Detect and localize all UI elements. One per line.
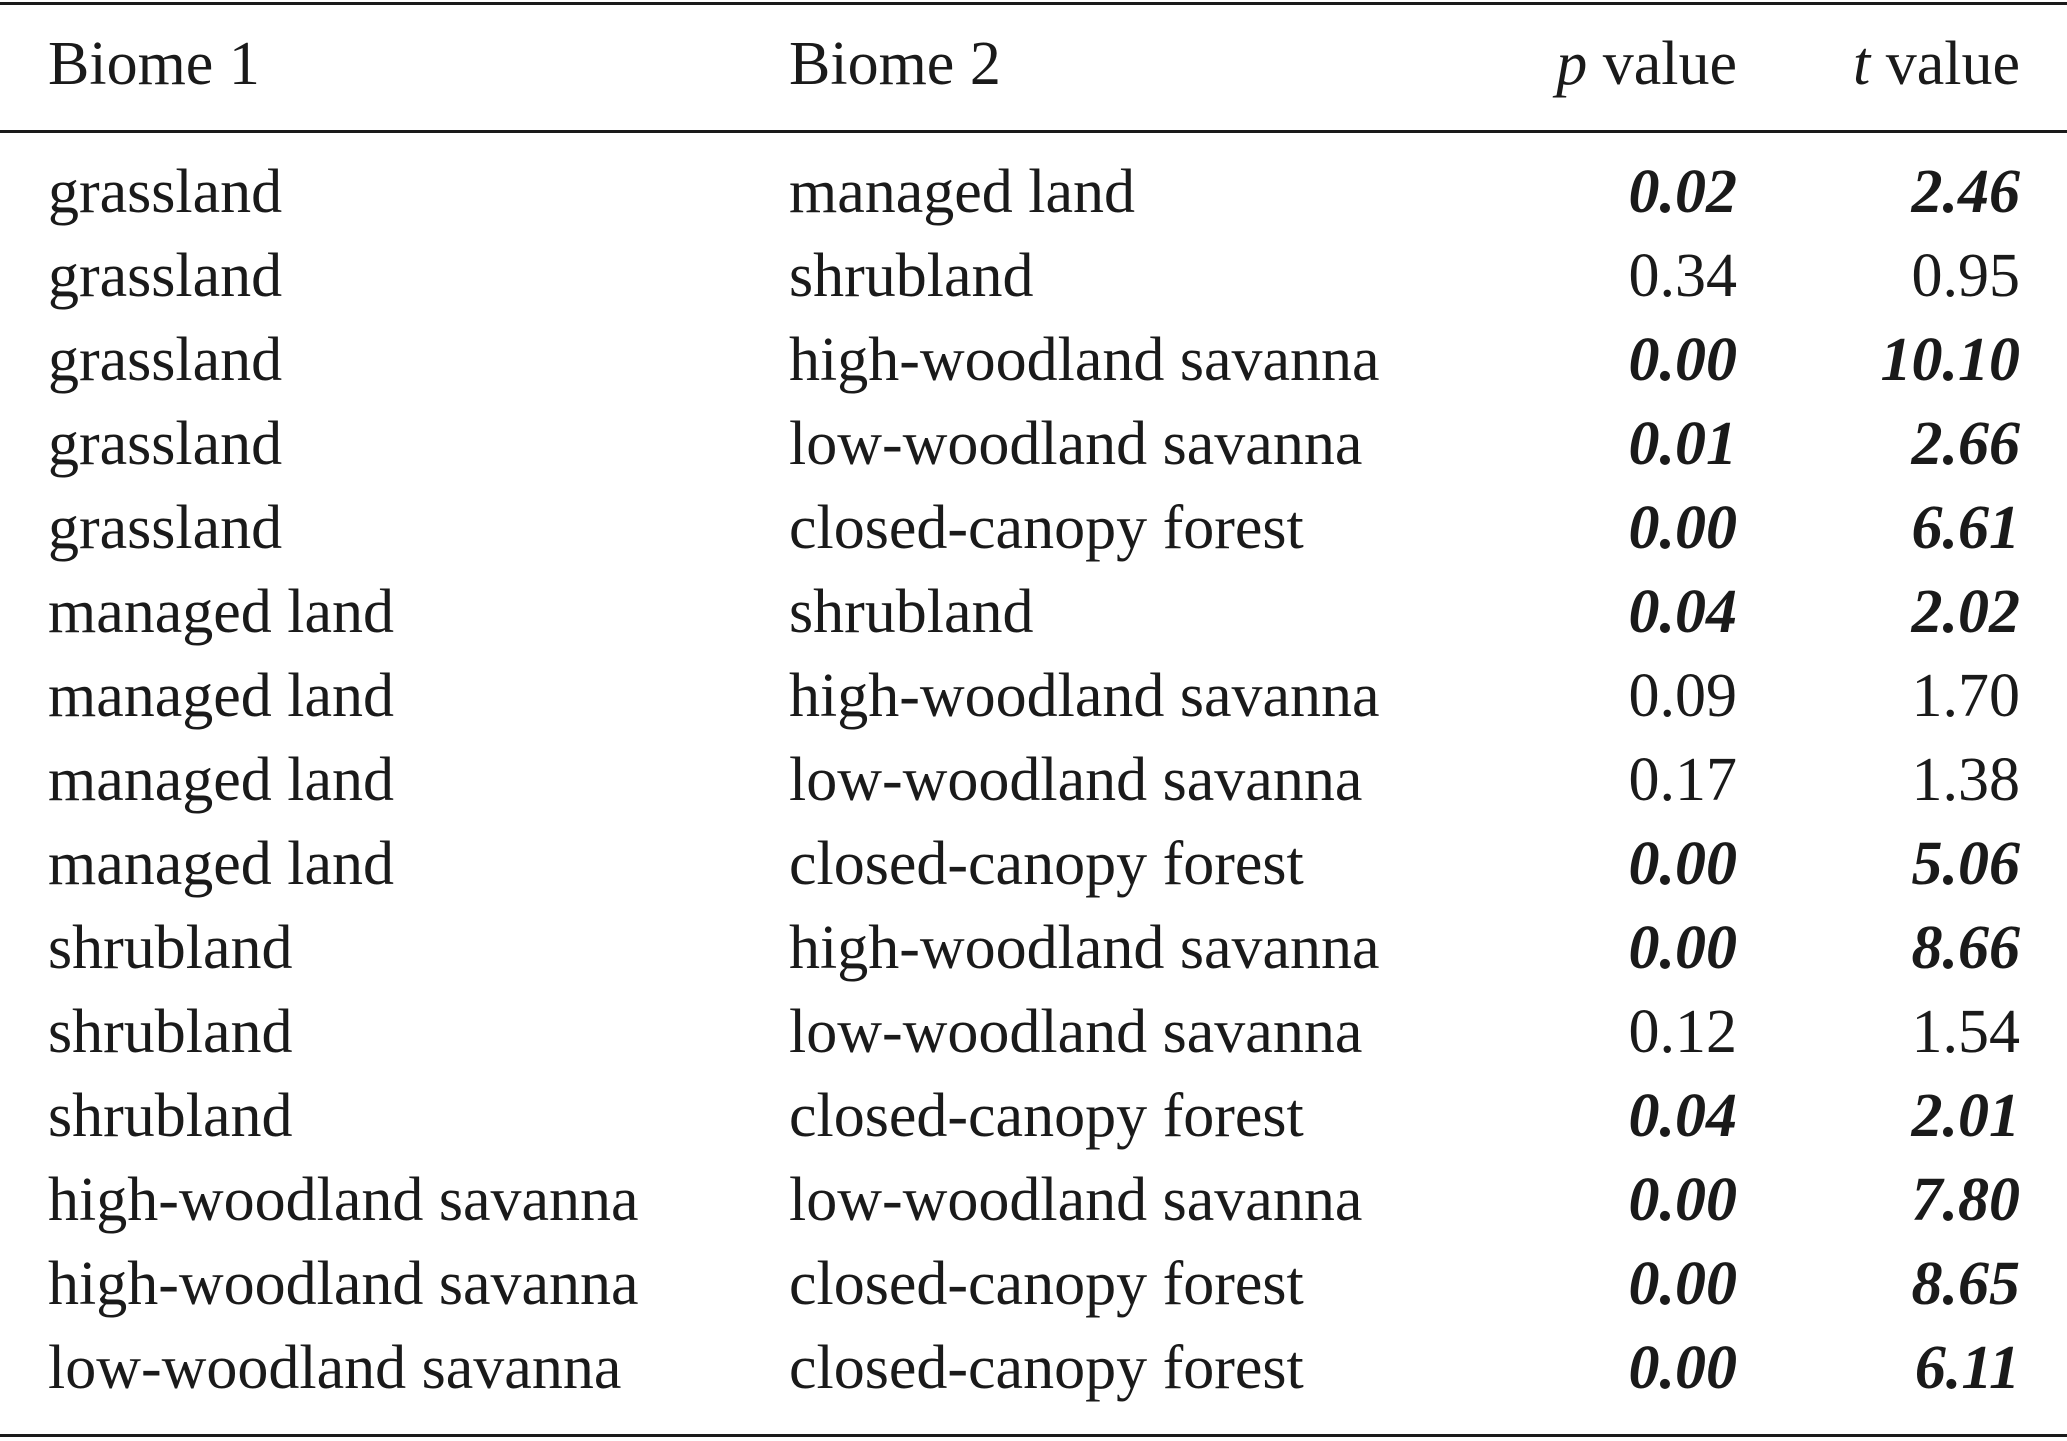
table-row: grassland low-woodland savanna 0.01 2.66 [0,402,2067,486]
table-row: managed land shrubland 0.04 2.02 [0,570,2067,654]
table-row: managed land closed-canopy forest 0.00 5.06 [0,822,2067,906]
cell-p-value: 0.17 [1628,746,1738,814]
cell-biome1: managed land [48,662,395,730]
table-row: grassland shrubland 0.34 0.95 [0,234,2067,318]
cell-biome1: managed land [48,746,395,814]
cell-t-value: 0.95 [1911,242,2021,310]
cell-biome1: grassland [48,242,283,310]
cell-t-value: 6.11 [1914,1334,2020,1402]
cell-t-value: 2.46 [1911,158,2021,226]
cell-biome1: managed land [48,578,395,646]
cell-t-value: 2.02 [1911,578,2021,646]
table-row: shrubland low-woodland savanna 0.12 1.54 [0,990,2067,1074]
cell-p-value: 0.02 [1628,158,1738,226]
cell-biome1: managed land [48,830,395,898]
cell-p-value: 0.34 [1628,242,1738,310]
cell-p-value: 0.04 [1628,1082,1738,1150]
cell-p-value: 0.00 [1628,1250,1738,1318]
table-row: grassland closed-canopy forest 0.00 6.61 [0,486,2067,570]
cell-biome2: low-woodland savanna [789,410,1363,478]
cell-biome2: low-woodland savanna [789,1166,1363,1234]
table-row: managed land low-woodland savanna 0.17 1.38 [0,738,2067,822]
cell-biome1: low-woodland savanna [48,1334,622,1402]
cell-biome2: high-woodland savanna [789,326,1380,394]
cell-p-value: 0.09 [1628,662,1738,730]
cell-t-value: 8.65 [1911,1250,2021,1318]
cell-p-value: 0.00 [1628,830,1738,898]
cell-biome2: high-woodland savanna [789,662,1380,730]
cell-biome2: closed-canopy forest [789,1334,1304,1402]
cell-t-value: 2.66 [1911,410,2021,478]
table-row: grassland managed land 0.02 2.46 [0,150,2067,234]
cell-t-value: 1.38 [1911,746,2021,814]
cell-biome1: high-woodland savanna [48,1250,639,1318]
cell-biome2: low-woodland savanna [789,746,1363,814]
table-top-rule [0,2,2067,5]
header-p-value: p value [1556,22,1737,106]
cell-t-value: 5.06 [1911,830,2021,898]
cell-t-value: 10.10 [1880,326,2021,394]
cell-t-value: 8.66 [1911,914,2021,982]
cell-p-value: 0.00 [1628,494,1738,562]
cell-biome1: grassland [48,494,283,562]
cell-biome2: low-woodland savanna [789,998,1363,1066]
cell-p-value: 0.01 [1628,410,1738,478]
table-header-rule [0,130,2067,133]
cell-biome2: closed-canopy forest [789,830,1304,898]
cell-biome1: shrubland [48,914,293,982]
header-biome2: Biome 2 [789,30,1001,98]
cell-biome2: high-woodland savanna [789,914,1380,982]
header-t-symbol: t [1853,30,1871,98]
table-header-row: Biome 1 Biome 2 p value t value [0,22,2067,106]
cell-biome2: closed-canopy forest [789,494,1304,562]
cell-p-value: 0.00 [1628,914,1738,982]
cell-biome1: grassland [48,326,283,394]
header-t-word: value [1870,30,2020,98]
cell-biome1: high-woodland savanna [48,1166,639,1234]
cell-biome1: shrubland [48,1082,293,1150]
cell-biome2: shrubland [789,578,1034,646]
cell-biome1: grassland [48,158,283,226]
table-row: shrubland high-woodland savanna 0.00 8.66 [0,906,2067,990]
cell-p-value: 0.00 [1628,1334,1738,1402]
cell-t-value: 2.01 [1911,1082,2021,1150]
cell-biome2: shrubland [789,242,1034,310]
cell-biome2: closed-canopy forest [789,1082,1304,1150]
cell-p-value: 0.00 [1628,1166,1738,1234]
header-p-word: value [1587,30,1737,98]
cell-biome2: managed land [789,158,1136,226]
table-row: shrubland closed-canopy forest 0.04 2.01 [0,1074,2067,1158]
table-row: grassland high-woodland savanna 0.00 10.10 [0,318,2067,402]
cell-t-value: 7.80 [1911,1166,2021,1234]
header-t-value: t value [1853,22,2020,106]
cell-biome2: closed-canopy forest [789,1250,1304,1318]
cell-p-value: 0.04 [1628,578,1738,646]
table-row: high-woodland savanna low-woodland savann… [0,1158,2067,1242]
header-p-symbol: p [1556,30,1588,98]
header-biome1: Biome 1 [48,30,260,98]
cell-p-value: 0.00 [1628,326,1738,394]
cell-biome1: grassland [48,410,283,478]
cell-t-value: 1.54 [1911,998,2021,1066]
cell-biome1: shrubland [48,998,293,1066]
table-bottom-rule [0,1434,2067,1437]
table-row: managed land high-woodland savanna 0.09 1.7… [0,654,2067,738]
cell-p-value: 0.12 [1628,998,1738,1066]
table-row: low-woodland savanna closed-canopy forest… [0,1326,2067,1410]
table-row: high-woodland savanna closed-canopy fores… [0,1242,2067,1326]
cell-t-value: 6.61 [1911,494,2021,562]
cell-t-value: 1.70 [1911,662,2021,730]
